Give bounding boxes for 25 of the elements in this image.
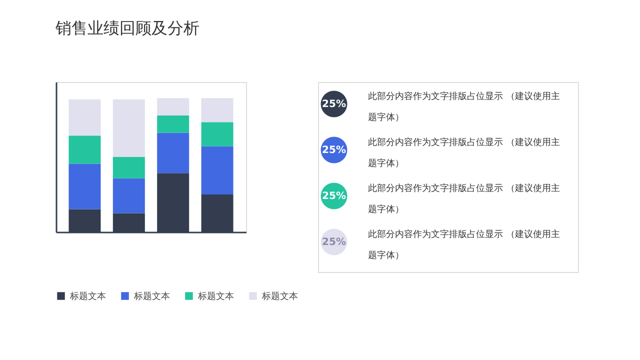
text: 此部分内容作为文字排版占位显示 （建议使用主题字体）: [368, 230, 560, 261]
bar: [157, 98, 190, 116]
text: 25%: [322, 191, 346, 202]
text: 此部分内容作为文字排版占位显示 （建议使用主题字体）: [368, 184, 560, 215]
bar: [68, 136, 101, 164]
legend-label: 标题文本: [197, 291, 234, 302]
bar: [68, 164, 101, 210]
bar: [157, 115, 190, 133]
text: 此部分内容作为文字排版占位显示 （建议使用主题字体）: [368, 138, 560, 169]
chart-title: 销售业绩回顾及分析: [54, 18, 200, 38]
bar: [201, 146, 234, 194]
bar: [201, 98, 234, 122]
text: 此部分内容作为文字排版占位显示 （建议使用主题字体）: [368, 92, 560, 123]
legend-label: 标题文本: [261, 291, 298, 302]
bar: [112, 178, 145, 214]
bar: [112, 157, 145, 178]
bar: [68, 99, 101, 136]
text: 25%: [322, 237, 346, 248]
legend-label: 标题文本: [133, 291, 170, 302]
legend-label: 标题文本: [69, 291, 106, 302]
bar: [112, 99, 145, 157]
text: 25%: [322, 99, 346, 110]
bar: [157, 132, 190, 174]
bar: [201, 122, 234, 146]
text: 25%: [322, 145, 346, 156]
